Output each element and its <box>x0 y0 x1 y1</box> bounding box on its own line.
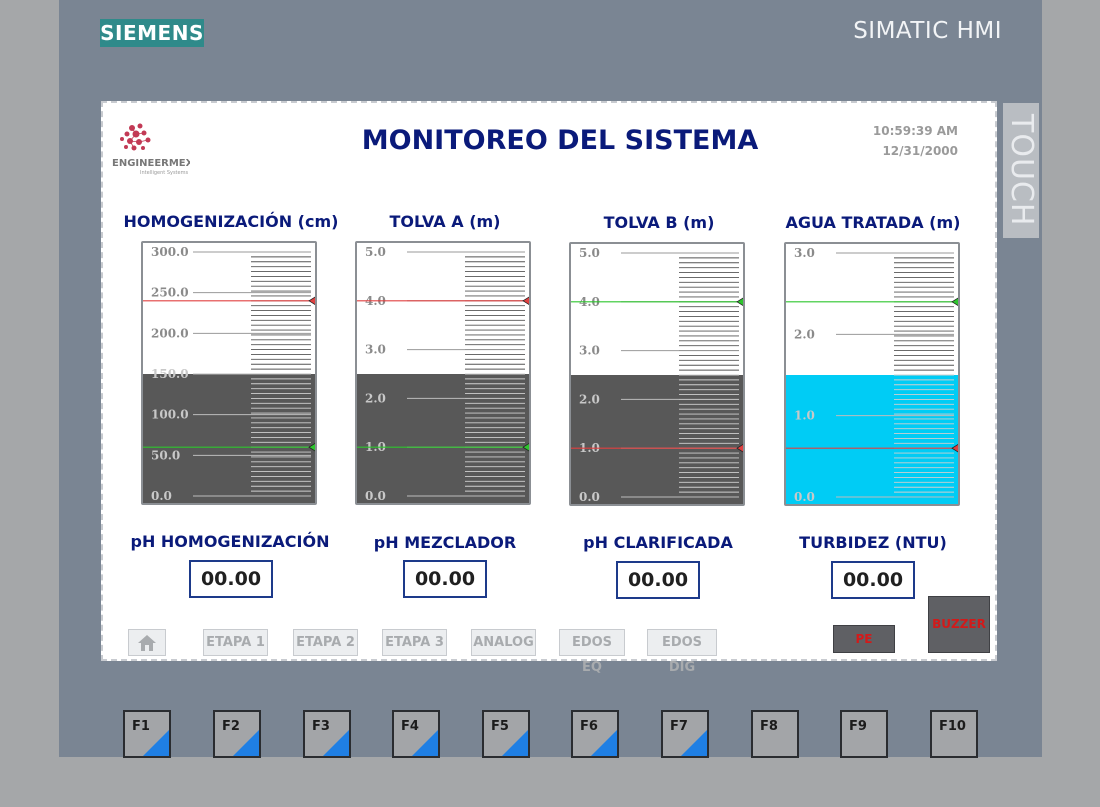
scale-tick-label: 0.0 <box>579 490 600 504</box>
ph-label-clarificada: pH CLARIFICADA <box>583 533 733 552</box>
scale-tick-label: 3.0 <box>794 246 815 260</box>
scale-tick-label: 0.0 <box>365 489 386 503</box>
model-label: SIMATIC HMI <box>853 18 1002 44</box>
siemens-logo: SIEMENS <box>100 19 204 47</box>
fkey-marker-icon <box>681 730 707 756</box>
scale-tick-label: 2.0 <box>794 327 815 341</box>
scale-tick-label: 0.0 <box>794 490 815 504</box>
scale-tick-label: 5.0 <box>579 246 600 260</box>
fkey-f3[interactable]: F3 <box>303 710 351 758</box>
logo-molecule-icon: ENGINEERMEX Intelligent Systems <box>112 123 194 176</box>
fkey-label: F8 <box>760 719 778 734</box>
ph-label-homogenizacion: pH HOMOGENIZACIÓN <box>130 532 330 551</box>
fkey-f2[interactable]: F2 <box>213 710 261 758</box>
fkey-marker-icon <box>412 730 438 756</box>
tank-gauge-agua-tratada: 3.0 2.0 1.0 0.0 <box>784 242 960 506</box>
setpoint-marker-icon <box>951 297 958 307</box>
setpoint-marker-icon <box>522 296 529 306</box>
tank-gauge-homogenizacion: 300.0 250.0 200.0 150.0 100.0 50.0 0.0 <box>141 241 317 505</box>
ph-value-clarificada: 00.00 <box>616 561 700 599</box>
ph-label-turbidez: TURBIDEZ (NTU) <box>799 533 947 552</box>
setpoint-marker-icon <box>736 443 743 453</box>
fkey-marker-icon <box>323 730 349 756</box>
tank-gauge-tolva-b: 5.0 4.0 3.0 2.0 1.0 0.0 <box>569 242 745 506</box>
touch-label: TOUCH <box>1003 103 1039 238</box>
scale-tick-label: 50.0 <box>151 448 180 462</box>
ph-label-mezclador: pH MEZCLADOR <box>373 533 517 552</box>
page-title: MONITOREO DEL SISTEMA <box>361 125 759 156</box>
home-button[interactable] <box>128 629 166 656</box>
fkey-label: F9 <box>849 719 867 734</box>
scale-tick-label: 200.0 <box>151 326 189 340</box>
pe-button[interactable]: PE <box>833 625 895 653</box>
nav-button-etapa-3[interactable]: ETAPA 3 <box>382 629 447 656</box>
setpoint-marker-icon <box>736 297 743 307</box>
buzzer-button[interactable]: BUZZER <box>928 596 990 653</box>
nav-button-etapa-1[interactable]: ETAPA 1 <box>203 629 268 656</box>
clock-date: 12/31/2000 <box>882 144 958 158</box>
scale-tick-label: 2.0 <box>365 391 386 405</box>
setpoint-marker-icon <box>308 296 315 306</box>
nav-button-edos-dig[interactable]: EDOS DIG <box>647 629 717 675</box>
logo-text: ENGINEERMEX <box>112 158 190 169</box>
tank-title-homogenizacion: HOMOGENIZACIÓN (cm) <box>123 212 339 231</box>
fkey-f1[interactable]: F1 <box>123 710 171 758</box>
setpoint-marker-icon <box>308 442 315 452</box>
tank-title-tolva-a: TOLVA A (m) <box>389 212 501 231</box>
fkey-f10[interactable]: F10 <box>930 710 978 758</box>
nav-button-edos-eq[interactable]: EDOS EQ <box>559 629 625 675</box>
scale-tick-label: 300.0 <box>151 245 189 259</box>
fkey-marker-icon <box>233 730 259 756</box>
fkey-f5[interactable]: F5 <box>482 710 530 758</box>
scale-tick-label: 1.0 <box>794 409 815 423</box>
nav-button-analog[interactable]: ANALOG <box>471 629 536 656</box>
ph-value-homogenizacion: 00.00 <box>189 560 273 598</box>
scale-tick-label: 150.0 <box>151 367 189 381</box>
fkey-marker-icon <box>502 730 528 756</box>
scale-tick-label: 5.0 <box>365 245 386 259</box>
tank-title-agua-tratada: AGUA TRATADA (m) <box>785 213 961 232</box>
scale-tick-label: 100.0 <box>151 408 189 422</box>
logo-subtext: Intelligent Systems <box>140 170 188 176</box>
scale-tick-label: 0.0 <box>151 489 172 503</box>
clock-time: 10:59:39 AM <box>872 124 958 138</box>
fkey-f6[interactable]: F6 <box>571 710 619 758</box>
scale-tick-label: 3.0 <box>365 343 386 357</box>
ph-value-mezclador: 00.00 <box>403 560 487 598</box>
ph-value-turbidez: 00.00 <box>831 561 915 599</box>
fkey-label: F10 <box>939 719 966 734</box>
tank-title-tolva-b: TOLVA B (m) <box>603 213 715 232</box>
fkey-marker-icon <box>591 730 617 756</box>
home-icon <box>138 635 156 651</box>
fkey-f9[interactable]: F9 <box>840 710 888 758</box>
fkey-f7[interactable]: F7 <box>661 710 709 758</box>
nav-button-etapa-2[interactable]: ETAPA 2 <box>293 629 358 656</box>
scale-tick-label: 3.0 <box>579 344 600 358</box>
scale-tick-label: 2.0 <box>579 392 600 406</box>
fkey-marker-icon <box>143 730 169 756</box>
scale-tick-label: 250.0 <box>151 286 189 300</box>
tank-gauge-tolva-a: 5.0 4.0 3.0 2.0 1.0 0.0 <box>355 241 531 505</box>
fkey-f4[interactable]: F4 <box>392 710 440 758</box>
setpoint-marker-icon <box>951 443 958 453</box>
engineermex-logo: ENGINEERMEX Intelligent Systems <box>110 120 194 176</box>
setpoint-marker-icon <box>522 442 529 452</box>
fkey-f8[interactable]: F8 <box>751 710 799 758</box>
